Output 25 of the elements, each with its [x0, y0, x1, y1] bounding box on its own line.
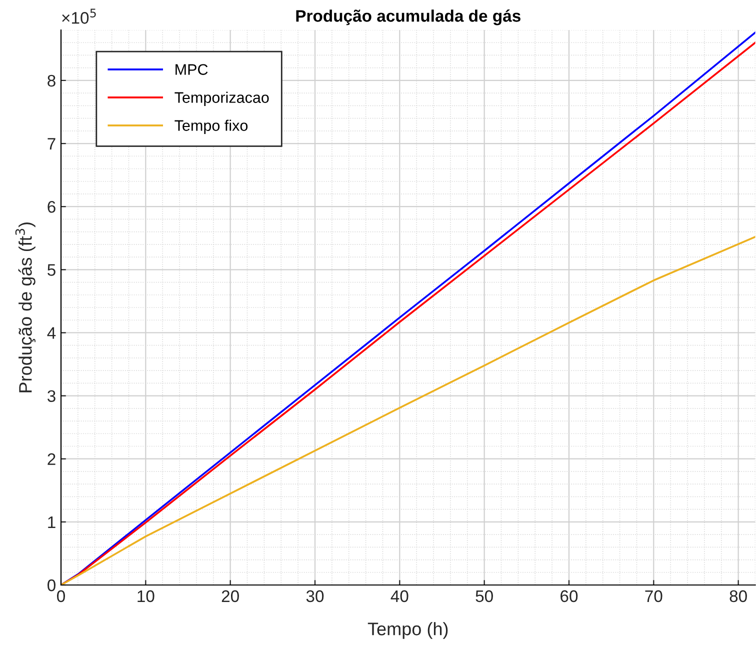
y-axis-title: Produção de gás (ft$^{3}$) — [15, 222, 36, 392]
y-tick-label: 3 — [48, 390, 56, 402]
y-tick-label: 6 — [48, 200, 56, 213]
text: ×10$^{5}$ — [62, 8, 96, 24]
x-tick-label: 30 — [306, 590, 324, 602]
x-tick-label: 0 — [57, 590, 65, 602]
legend-label: Tempo fixo — [174, 120, 248, 134]
y-tick-label: 8 — [48, 74, 56, 87]
x-tick-label: 50 — [476, 590, 493, 602]
x-tick-label: 60 — [560, 590, 578, 602]
x-tick-label: 80 — [730, 590, 747, 602]
y-tick-label: 1 — [48, 516, 56, 528]
x-tick-label: 70 — [645, 590, 662, 602]
x-axis-title: Tempo (h) — [368, 622, 448, 639]
x-tick-label: 40 — [390, 590, 408, 602]
y-tick-label: 0 — [48, 579, 56, 592]
chart-title: Produção acumulada de gás — [296, 9, 520, 26]
x-tick-label: 20 — [222, 590, 239, 602]
y-tick-label: 7 — [48, 138, 56, 150]
x-tick-label: 10 — [138, 590, 154, 602]
y-tick-label: 2 — [48, 453, 56, 465]
legend-label: Temporizacao — [174, 92, 269, 106]
y-tick-label: 5 — [48, 264, 56, 276]
legend-label: MPC — [176, 64, 208, 75]
y-tick-label: 4 — [47, 327, 56, 339]
